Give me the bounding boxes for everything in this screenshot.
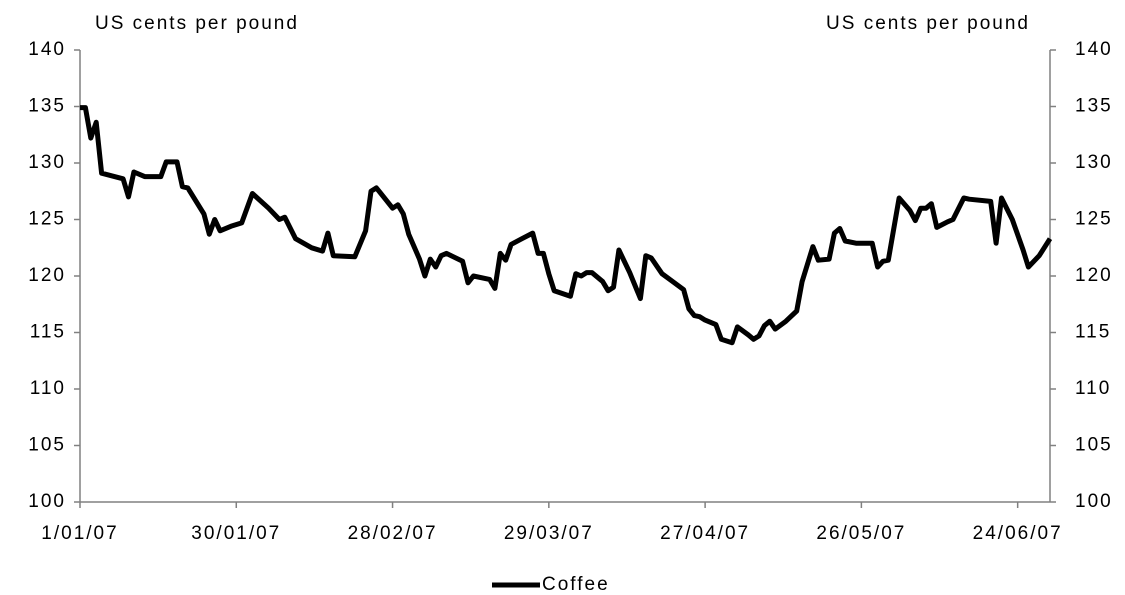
x-tick-label: 27/04/07	[660, 523, 750, 544]
y-tick-label: 100	[28, 491, 66, 512]
x-tick-label: 29/03/07	[504, 523, 594, 544]
y2-tick-label: 140	[1075, 39, 1113, 60]
legend-label: Coffee	[542, 574, 610, 595]
y2-tick-label: 110	[1075, 378, 1111, 399]
x-tick-label: 1/01/07	[41, 523, 118, 544]
x-tick-label: 30/01/07	[191, 523, 281, 544]
y-tick-label: 110	[30, 378, 66, 399]
y2-tick-label: 120	[1075, 265, 1113, 286]
y2-tick-label: 135	[1075, 96, 1113, 117]
y-tick-label: 120	[28, 265, 66, 286]
y2-tick-label: 100	[1075, 491, 1113, 512]
y-axis-label: US cents per pound	[95, 13, 299, 34]
x-tick-label: 28/02/07	[348, 523, 438, 544]
x-tick-label: 26/05/07	[816, 523, 906, 544]
y-tick-label: 105	[28, 435, 66, 456]
y2-axis-label: US cents per pound	[826, 13, 1030, 34]
y-tick-label: 125	[28, 209, 66, 230]
x-tick-label: 24/06/07	[973, 523, 1063, 544]
y-tick-label: 130	[28, 152, 66, 173]
y2-tick-label: 115	[1075, 322, 1111, 343]
data-line	[80, 105, 1053, 346]
y2-tick-label: 125	[1075, 209, 1113, 230]
y-tick-label: 115	[30, 322, 66, 343]
y2-tick-label: 130	[1075, 152, 1113, 173]
y-tick-label: 135	[28, 96, 66, 117]
y2-tick-label: 105	[1075, 435, 1113, 456]
y-tick-label: 140	[28, 39, 66, 60]
